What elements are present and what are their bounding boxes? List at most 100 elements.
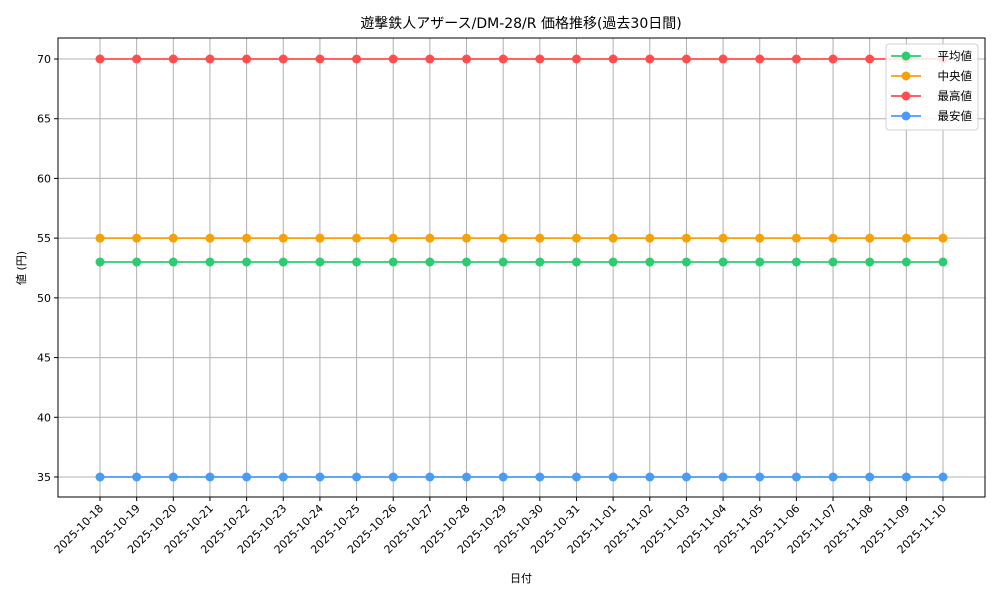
data-point xyxy=(791,257,801,267)
data-point xyxy=(755,472,765,482)
data-point xyxy=(352,54,362,64)
data-point xyxy=(828,257,838,267)
data-point xyxy=(608,233,618,243)
chart-title: 遊撃鉄人アザース/DM-28/R 価格推移(過去30日間) xyxy=(360,16,681,32)
data-point xyxy=(132,257,142,267)
legend-swatch-marker xyxy=(901,51,911,61)
data-point xyxy=(132,54,142,64)
data-point xyxy=(168,472,178,482)
data-point xyxy=(571,257,581,267)
data-point xyxy=(681,257,691,267)
data-point xyxy=(278,233,288,243)
x-axis-ticks: 2025-10-182025-10-192025-10-202025-10-21… xyxy=(52,497,949,556)
plot-frame xyxy=(57,37,986,498)
data-point xyxy=(681,54,691,64)
y-tick-label: 70 xyxy=(37,53,51,66)
data-point xyxy=(828,472,838,482)
data-point xyxy=(498,257,508,267)
data-point xyxy=(205,257,215,267)
data-point xyxy=(388,54,398,64)
y-tick-label: 50 xyxy=(37,292,51,305)
series-中央値 xyxy=(95,233,948,243)
data-point xyxy=(425,233,435,243)
data-point xyxy=(425,257,435,267)
data-point xyxy=(901,472,911,482)
data-point xyxy=(242,54,252,64)
data-point xyxy=(938,472,948,482)
legend-item: 最安値 xyxy=(891,109,972,123)
data-point xyxy=(535,54,545,64)
legend-item: 最高値 xyxy=(891,89,972,103)
data-point xyxy=(718,257,728,267)
data-point xyxy=(608,257,618,267)
data-point xyxy=(608,54,618,64)
data-point xyxy=(571,233,581,243)
data-point xyxy=(242,233,252,243)
data-point xyxy=(462,472,472,482)
data-point xyxy=(168,257,178,267)
data-point xyxy=(278,257,288,267)
data-point xyxy=(498,472,508,482)
legend-label: 最高値 xyxy=(938,89,973,103)
data-point xyxy=(498,233,508,243)
series-最高値 xyxy=(95,54,948,64)
data-point xyxy=(865,257,875,267)
data-point xyxy=(315,54,325,64)
series-平均値 xyxy=(95,257,948,267)
data-point xyxy=(791,54,801,64)
series-最安値 xyxy=(95,472,948,482)
legend-label: 平均値 xyxy=(938,49,973,63)
data-point xyxy=(242,472,252,482)
y-tick-label: 60 xyxy=(37,172,51,185)
y-tick-label: 40 xyxy=(37,411,51,424)
series-layer xyxy=(95,54,948,482)
data-point xyxy=(425,54,435,64)
data-point xyxy=(791,233,801,243)
x-axis-label: 日付 xyxy=(510,572,532,585)
data-point xyxy=(205,233,215,243)
data-point xyxy=(535,257,545,267)
data-point xyxy=(95,257,105,267)
data-point xyxy=(535,233,545,243)
data-point xyxy=(865,233,875,243)
data-point xyxy=(938,257,948,267)
data-point xyxy=(718,233,728,243)
data-point xyxy=(681,472,691,482)
data-point xyxy=(278,472,288,482)
data-point xyxy=(352,233,362,243)
data-point xyxy=(462,257,472,267)
data-point xyxy=(278,54,288,64)
data-point xyxy=(168,54,178,64)
data-point xyxy=(645,257,655,267)
data-point xyxy=(388,233,398,243)
legend-item: 平均値 xyxy=(891,49,972,63)
data-point xyxy=(352,472,362,482)
legend-label: 最安値 xyxy=(938,109,973,123)
y-tick-label: 35 xyxy=(37,471,51,484)
data-point xyxy=(718,472,728,482)
data-point xyxy=(315,257,325,267)
data-point xyxy=(388,472,398,482)
y-axis-label: 値 (円) xyxy=(15,251,28,285)
data-point xyxy=(352,257,362,267)
data-point xyxy=(755,257,765,267)
data-point xyxy=(95,472,105,482)
data-point xyxy=(132,233,142,243)
data-point xyxy=(755,233,765,243)
data-point xyxy=(938,233,948,243)
legend-swatch-marker xyxy=(901,91,911,101)
legend-swatch-marker xyxy=(901,111,911,121)
data-point xyxy=(645,233,655,243)
legend-item: 中央値 xyxy=(891,69,972,83)
y-tick-label: 65 xyxy=(37,113,51,126)
data-point xyxy=(132,472,142,482)
data-point xyxy=(95,233,105,243)
legend-box xyxy=(885,43,979,131)
data-point xyxy=(242,257,252,267)
data-point xyxy=(645,54,655,64)
data-point xyxy=(95,54,105,64)
data-point xyxy=(865,472,875,482)
data-point xyxy=(608,472,618,482)
data-point xyxy=(791,472,801,482)
